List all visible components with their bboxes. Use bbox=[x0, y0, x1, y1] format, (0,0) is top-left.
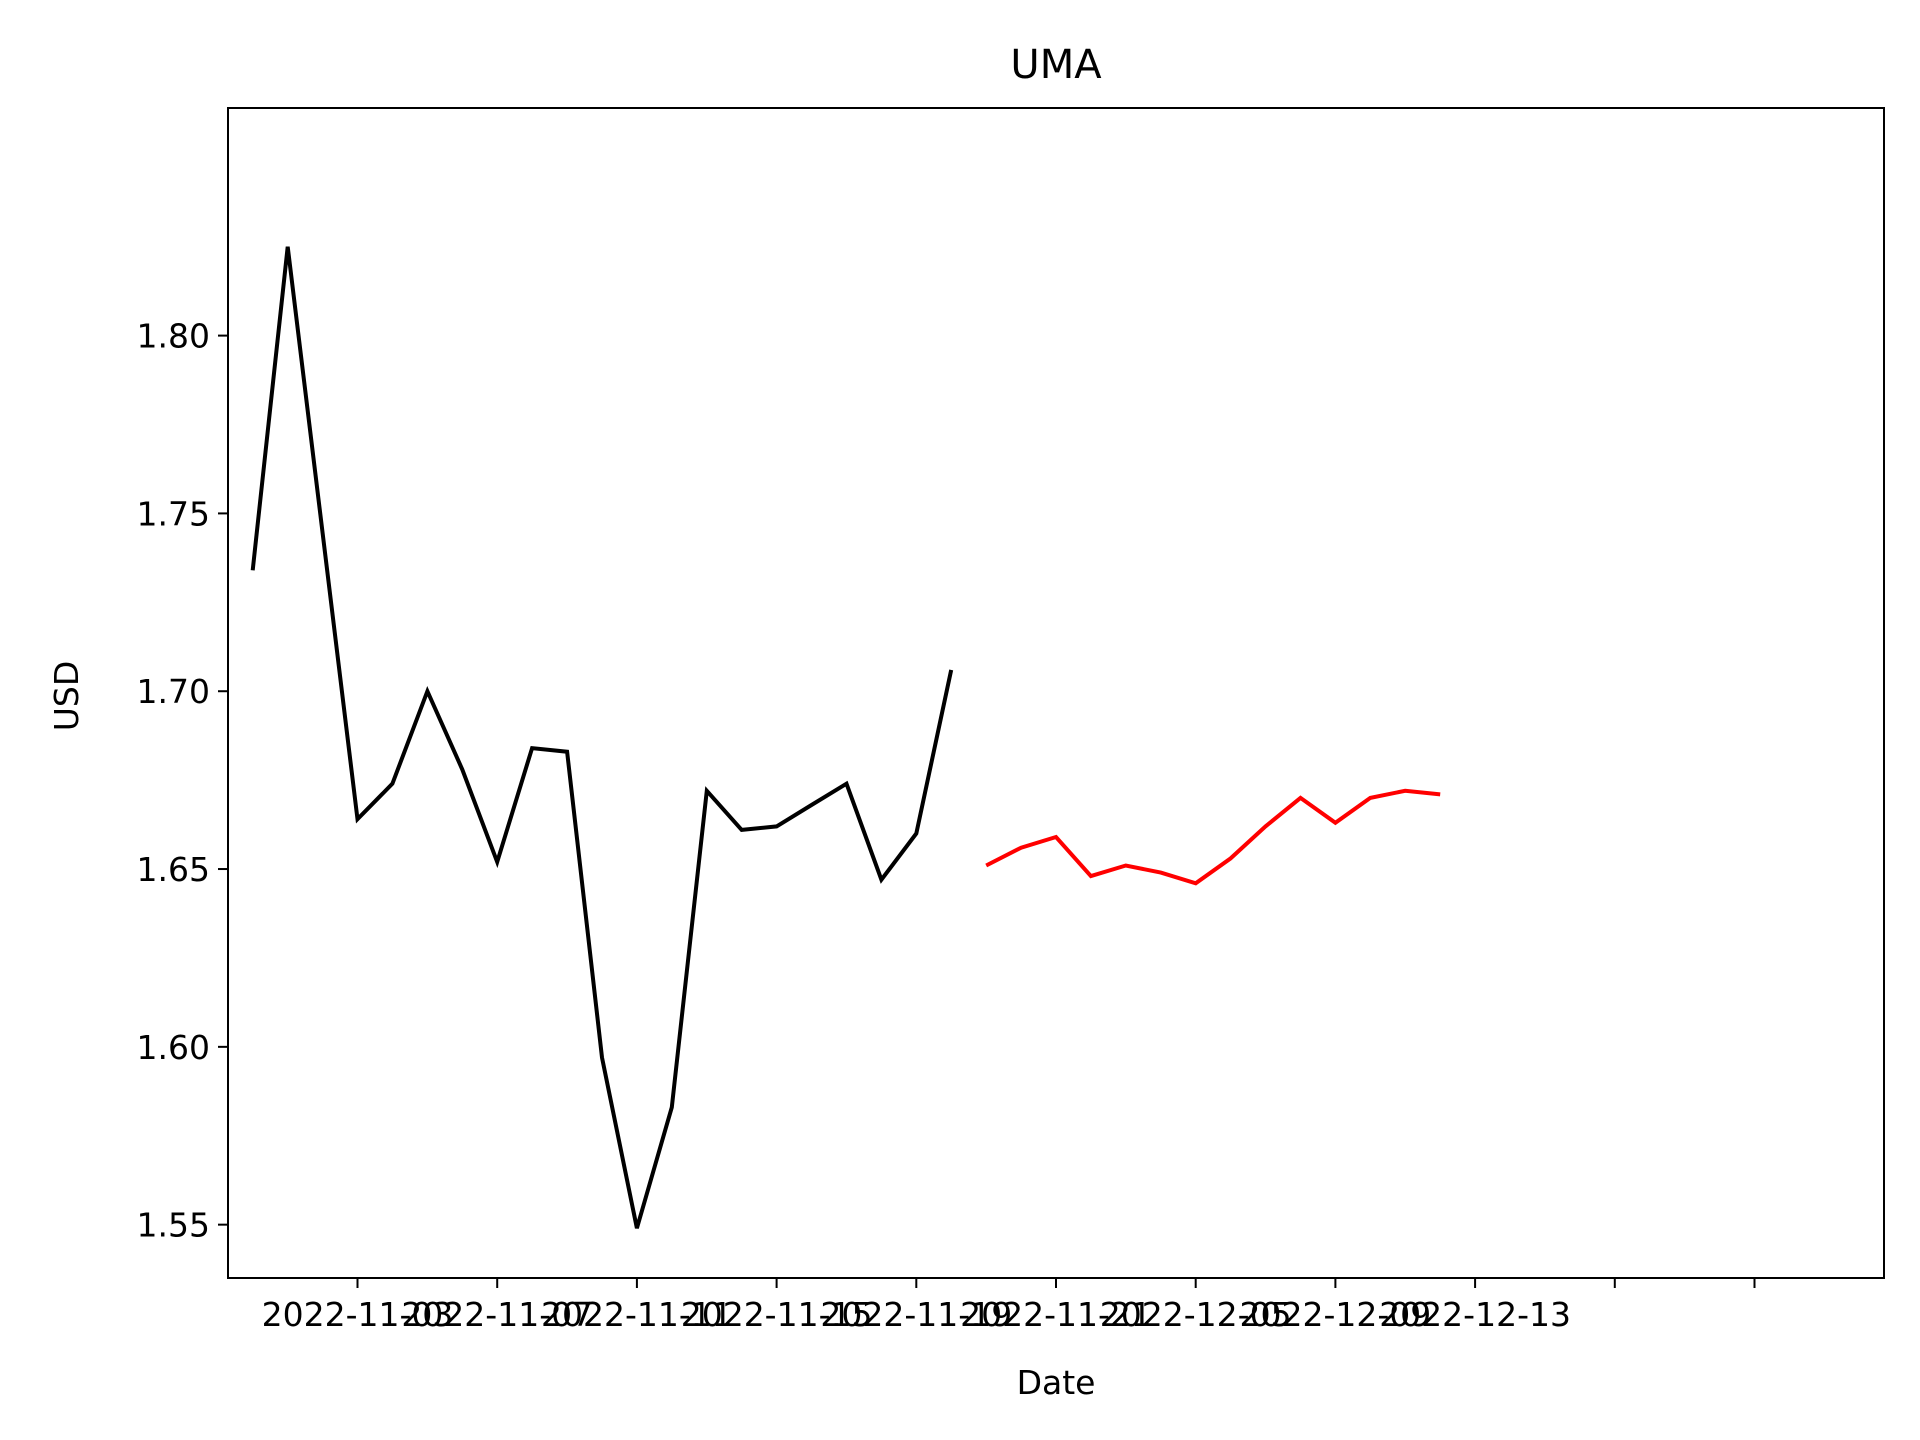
x-axis-label: Date bbox=[1017, 1363, 1096, 1402]
x-tick-label: 2022-11-15 bbox=[681, 1295, 873, 1334]
chart-title: UMA bbox=[1010, 42, 1102, 88]
series-line-1 bbox=[250, 246, 954, 1229]
y-axis-label: USD bbox=[47, 661, 86, 732]
series-line-2 bbox=[985, 788, 1441, 886]
y-tick-label: 1.80 bbox=[137, 317, 210, 356]
y-tick-label: 1.55 bbox=[137, 1206, 210, 1245]
y-tick-label: 1.60 bbox=[137, 1028, 210, 1067]
y-tick-label: 1.65 bbox=[137, 850, 210, 889]
x-tick-label: 2022-12-05 bbox=[1100, 1295, 1292, 1334]
x-tick-label: 2022-12-13 bbox=[1379, 1295, 1571, 1334]
x-tick-label: 2022-11-11 bbox=[541, 1295, 733, 1334]
y-tick-label: 1.70 bbox=[137, 672, 210, 711]
y-tick-label: 1.75 bbox=[137, 494, 210, 533]
plot-marks bbox=[250, 246, 1441, 1229]
axis-ticks: 2022-11-032022-11-072022-11-112022-11-15… bbox=[137, 317, 1756, 1334]
x-tick-label: 2022-11-21 bbox=[960, 1295, 1152, 1334]
x-tick-label: 2022-12-09 bbox=[1240, 1295, 1432, 1334]
x-tick-label: 2022-11-03 bbox=[262, 1295, 454, 1334]
x-tick-label: 2022-11-07 bbox=[401, 1295, 593, 1334]
x-tick-label: 2022-11-19 bbox=[820, 1295, 1012, 1334]
